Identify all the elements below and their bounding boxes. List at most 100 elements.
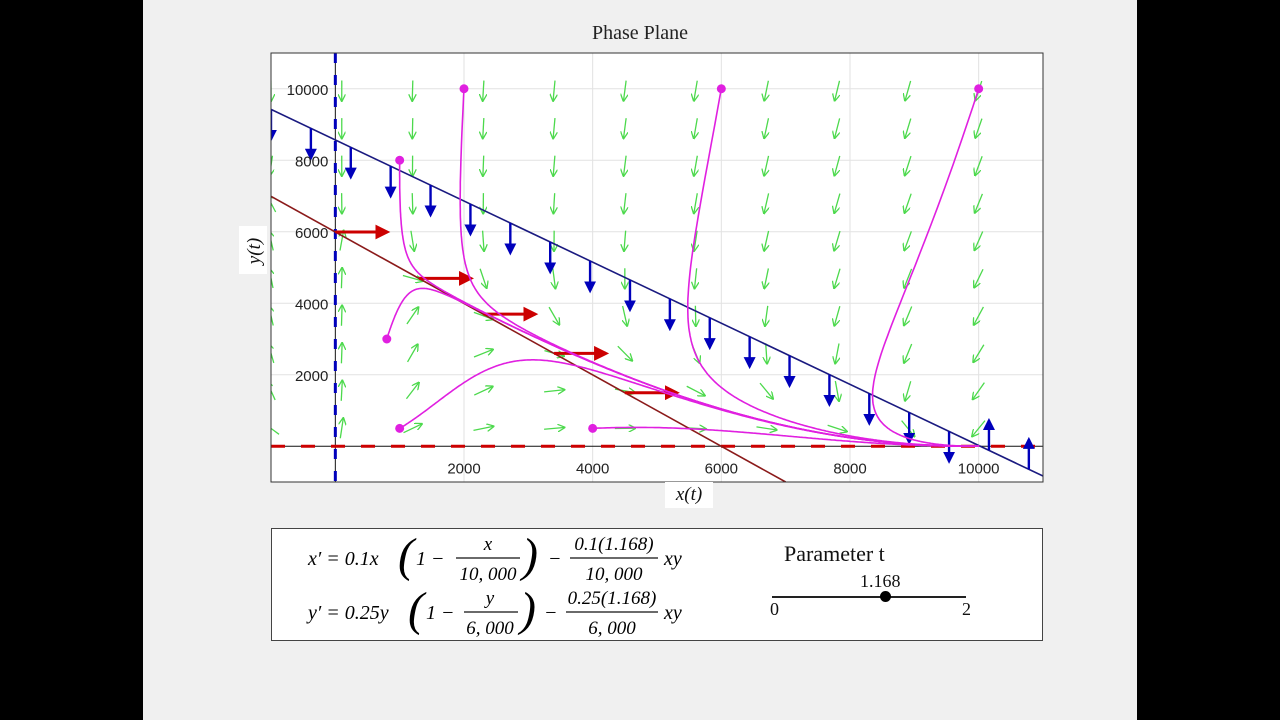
- vector-arrow: [764, 80, 768, 101]
- vector-arrow: [973, 382, 985, 399]
- vector-arrow: [341, 306, 342, 326]
- vector-arrow: [834, 230, 841, 250]
- vector-arrow: [483, 230, 484, 251]
- vector-arrow: [412, 80, 413, 101]
- vector-arrow: [975, 156, 983, 175]
- vector-arrow: [835, 343, 839, 363]
- initial-point: [974, 84, 984, 94]
- initial-point: [716, 84, 726, 94]
- initial-point: [459, 84, 469, 94]
- vector-arrow: [904, 306, 913, 325]
- slider-max-label: 2: [962, 599, 971, 619]
- vector-arrow: [406, 345, 418, 363]
- initial-point: [395, 423, 405, 433]
- vector-arrow: [694, 155, 697, 176]
- initial-point: [588, 423, 598, 433]
- initial-point: [395, 155, 405, 165]
- vector-arrow: [764, 155, 768, 176]
- vector-arrow: [904, 343, 913, 363]
- vector-arrow: [411, 230, 414, 251]
- vector-arrow: [483, 118, 484, 138]
- y-eq-frac1-den: 6, 000: [466, 618, 514, 639]
- vector-arrow: [553, 80, 555, 101]
- vector-arrow: [553, 193, 554, 213]
- vector-arrow: [827, 424, 847, 431]
- y-eq-frac1-num: y: [484, 588, 495, 609]
- vector-arrow: [341, 268, 342, 289]
- parameter-slider[interactable]: [772, 596, 966, 598]
- y-eq-tail: xy: [663, 602, 682, 624]
- x-eq-frac2-den: 10, 000: [586, 564, 644, 585]
- vector-arrow: [473, 426, 493, 430]
- vector-arrow: [473, 387, 492, 396]
- vector-arrow: [402, 274, 422, 281]
- y-prime-equation: y′ = 0.25y ( 1 − y 6, 000 ) − 0.25(1.168…: [306, 583, 748, 645]
- y-tick-label: 10000: [287, 82, 329, 99]
- vector-arrow: [271, 382, 276, 401]
- plot-area: [271, 53, 1043, 482]
- x-tick-label: 2000: [447, 460, 480, 477]
- vector-arrow: [972, 420, 986, 436]
- vector-arrow: [975, 193, 984, 213]
- vector-arrow: [624, 193, 626, 213]
- vector-arrow: [766, 343, 767, 363]
- x-eq-lparen: (: [398, 529, 417, 582]
- y-tick-label: 8000: [295, 153, 328, 170]
- vector-arrow: [694, 193, 697, 213]
- parameter-value: 1.168: [860, 571, 901, 591]
- vector-arrow: [905, 80, 912, 100]
- vector-arrow: [973, 344, 985, 362]
- x-axis-label: x(t): [675, 484, 702, 505]
- vector-arrow: [406, 307, 418, 325]
- vector-arrow: [623, 305, 627, 326]
- x-eq-lhs: x′ = 0.1x: [307, 548, 379, 570]
- x-eq-rparen: ): [519, 529, 538, 582]
- y-tick-label: 4000: [295, 296, 328, 313]
- vector-arrow: [835, 118, 841, 137]
- vector-arrow: [764, 118, 768, 138]
- vector-arrow: [271, 194, 277, 213]
- vector-arrow: [271, 268, 273, 289]
- vector-arrow: [341, 381, 342, 401]
- vector-arrow: [764, 230, 768, 251]
- x-tick-label: 6000: [705, 460, 738, 477]
- vector-arrow: [695, 268, 697, 288]
- vector-arrow: [694, 80, 697, 101]
- x-prime-equation: x′ = 0.1x ( 1 − x 10, 000 ) − 0.1(1.168)…: [307, 529, 748, 591]
- slider-thumb[interactable]: [879, 591, 891, 602]
- vector-arrow: [905, 381, 912, 400]
- x-tick-label: 4000: [576, 460, 609, 477]
- x-tick-label: 10000: [958, 460, 1000, 477]
- trajectory: [592, 426, 980, 447]
- vector-arrow: [624, 80, 627, 101]
- vector-arrow: [624, 230, 626, 251]
- vector-arrow: [479, 268, 486, 288]
- vector-arrow: [759, 382, 773, 398]
- vector-arrow: [271, 231, 273, 251]
- vector-arrow: [624, 118, 627, 138]
- x-eq-frac2-num: 0.1(1.168): [574, 534, 653, 555]
- vector-arrow: [765, 305, 768, 326]
- parameter-title: Parameter t: [784, 541, 885, 566]
- vector-arrow: [905, 118, 912, 138]
- y-eq-rparen: ): [517, 583, 536, 636]
- plot-content: [271, 53, 1043, 482]
- vector-arrow: [483, 155, 484, 176]
- vector-arrow: [835, 155, 841, 175]
- y-label-background: [239, 226, 267, 274]
- initial-point: [382, 334, 392, 344]
- y-eq-frac2-den: 6, 000: [588, 618, 636, 639]
- slider-min-label: 0: [770, 599, 779, 619]
- x-eq-one: 1 −: [416, 548, 445, 570]
- y-tick-label: 2000: [295, 368, 328, 385]
- vector-arrow: [904, 231, 912, 250]
- vector-arrow: [764, 268, 768, 288]
- x-eq-tail: xy: [663, 548, 682, 570]
- vector-arrow: [341, 343, 342, 364]
- x-eq-minus: −: [548, 548, 562, 570]
- y-eq-one: 1 −: [426, 602, 455, 624]
- vector-arrow: [340, 418, 343, 439]
- vector-arrow: [904, 268, 913, 288]
- y-eq-lparen: (: [408, 583, 427, 636]
- vector-arrow: [548, 306, 559, 324]
